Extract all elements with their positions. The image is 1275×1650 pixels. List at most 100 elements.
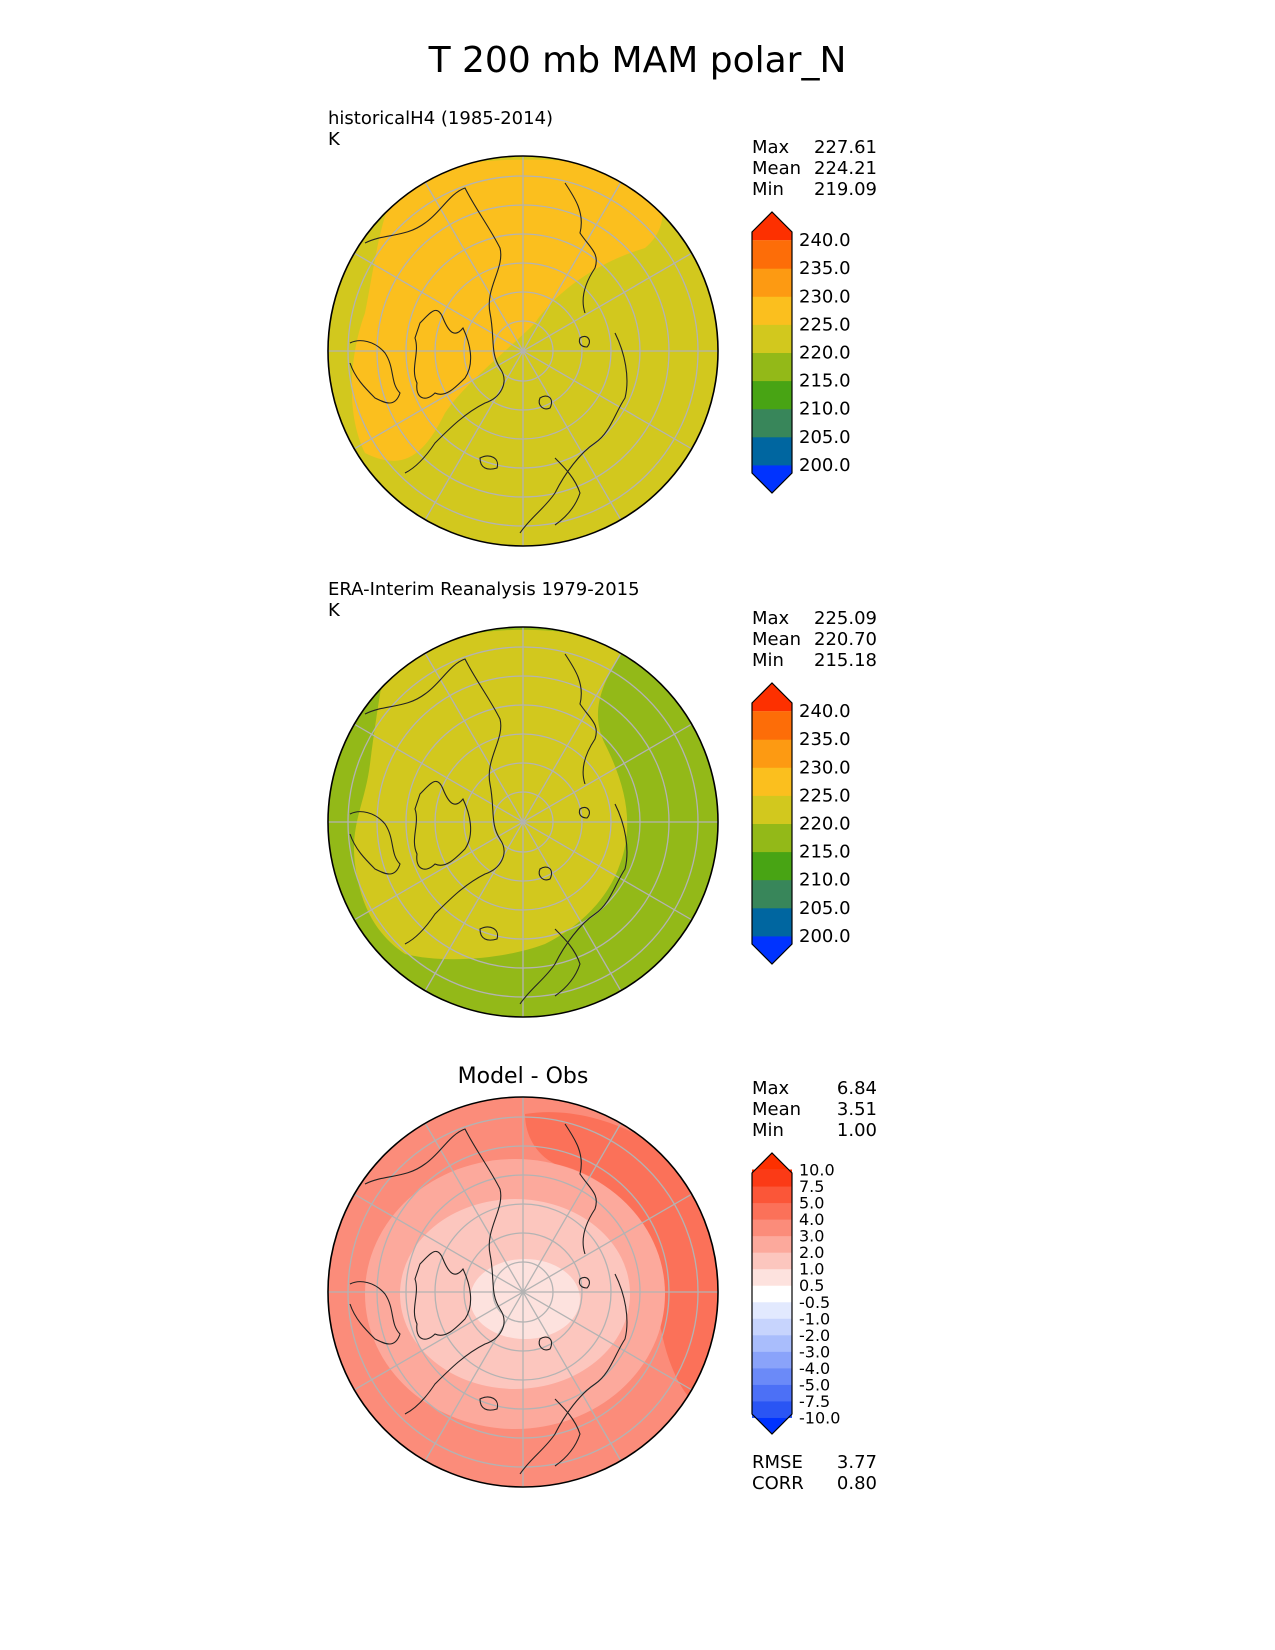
colorbar-extend-max: [752, 1153, 792, 1173]
colorbar-segment: [752, 296, 792, 325]
colorbar-tick-label: 3.0: [799, 1227, 824, 1246]
colorbar-segment: [752, 1186, 792, 1204]
colorbar-outline: [751, 1152, 793, 1435]
colorbar-tick-label: -4.0: [799, 1359, 830, 1378]
stat-min: Min 219.09: [752, 179, 877, 200]
colorbar-tick-label: -1.0: [799, 1309, 830, 1328]
panel1-stats: Max 227.61 Mean 224.21 Min 219.09: [752, 137, 877, 200]
colorbar-tick-label: 240.0: [799, 701, 851, 722]
colorbar-segment: [752, 1351, 792, 1369]
panel3-polar-map: [327, 1096, 719, 1488]
colorbar-extend-max: [752, 683, 792, 712]
stat-max: Max 225.09: [752, 608, 877, 629]
colorbar-segment: [752, 907, 792, 937]
map-field-warm: [353, 629, 628, 960]
panel3-title: Model - Obs: [457, 1064, 589, 1089]
colorbar-segment: [752, 1202, 792, 1220]
colorbar-segment: [752, 1285, 792, 1303]
colorbar-tick-label: 210.0: [799, 870, 851, 891]
colorbar-segment: [752, 1268, 792, 1286]
colorbar-tick-label: 215.0: [799, 842, 851, 863]
colorbar-tick-label: 7.5: [799, 1177, 824, 1196]
colorbar-segment: [752, 1219, 792, 1237]
graticule: [328, 627, 718, 1017]
colorbar-tick-label: -5.0: [799, 1375, 830, 1394]
stat-rmse: RMSE 3.77: [752, 1452, 877, 1473]
map-field-core: [470, 1259, 580, 1339]
colorbar-segment: [752, 879, 792, 909]
colorbar-tick-label: 205.0: [799, 898, 851, 919]
panel2-polar-map: [327, 626, 719, 1018]
colorbar-outline: [751, 682, 793, 965]
colorbar-segment: [752, 767, 792, 796]
colorbar-segment: [752, 1169, 792, 1187]
map-field-strong: [525, 1112, 718, 1404]
colorbar-segment: [752, 268, 792, 297]
panel2-units: K: [328, 600, 340, 621]
colorbar-tick-label: 5.0: [799, 1194, 824, 1213]
colorbar-tick-label: 10.0: [799, 1161, 835, 1180]
colorbar-segment: [752, 1334, 792, 1352]
colorbar-segment: [752, 1252, 792, 1270]
colorbar-extend-min: [752, 935, 792, 964]
stat-min: Min 1.00: [752, 1120, 877, 1141]
colorbar-tick-label: 2.0: [799, 1243, 824, 1262]
coastlines: [349, 653, 628, 1005]
colorbar-tick-label: 205.0: [799, 427, 851, 448]
colorbar-tick-label: 210.0: [799, 399, 851, 420]
colorbar-segment: [752, 1400, 792, 1418]
colorbar-segment: [752, 408, 792, 438]
map-border: [327, 155, 719, 547]
panel1-colorbar: 240.0 235.0 230.0 225.0 220.0 215.0 210.0 205.0…: [751, 211, 851, 494]
panel3-stats: Max 6.84 Mean 3.51 Min 1.00: [752, 1078, 877, 1141]
colorbar-segment: [752, 1301, 792, 1319]
colorbar-tick-label: 0.5: [799, 1276, 824, 1295]
colorbar-segment: [752, 324, 792, 353]
colorbar-segment: [752, 795, 792, 824]
colorbar-segment: [752, 380, 792, 410]
colorbar-tick-label: -7.5: [799, 1392, 830, 1411]
graticule: [328, 1097, 718, 1487]
map-border: [327, 626, 719, 1018]
colorbar-tick-label: 230.0: [799, 757, 851, 778]
stat-mean: Mean 224.21: [752, 158, 877, 179]
colorbar-segment: [752, 1235, 792, 1253]
colorbar-extend-min: [752, 1414, 792, 1434]
colorbar-segment: [752, 1318, 792, 1336]
panel3-error-stats: RMSE 3.77 CORR 0.80: [752, 1452, 877, 1494]
colorbar-tick-label: 220.0: [799, 343, 851, 364]
panel2-colorbar: 240.0 235.0 230.0 225.0 220.0 215.0 210.0 205.0…: [751, 682, 851, 965]
stat-max: Max 227.61: [752, 137, 877, 158]
colorbar-tick-label: -3.0: [799, 1342, 830, 1361]
panel3-colorbar: 10.07.55.04.03.02.01.00.5-0.5-1.0-2.0-3.…: [751, 1152, 840, 1435]
map-border: [327, 1096, 719, 1488]
stat-corr: CORR 0.80: [752, 1473, 877, 1494]
colorbar-segment: [752, 823, 792, 853]
colorbar-tick-label: 215.0: [799, 371, 851, 392]
colorbar-outline: [751, 211, 793, 494]
colorbar-tick-label: -10.0: [799, 1408, 840, 1427]
colorbar-segment: [752, 352, 792, 382]
coastlines: [349, 1123, 628, 1475]
colorbar-tick-label: 225.0: [799, 785, 851, 806]
colorbar-segment: [752, 711, 792, 740]
stat-mean: Mean 3.51: [752, 1099, 877, 1120]
panel1-units: K: [328, 129, 340, 150]
colorbar-extend-max: [752, 212, 792, 241]
colorbar-tick-label: 230.0: [799, 286, 851, 307]
coastlines: [349, 182, 628, 534]
panel2-label: ERA-Interim Reanalysis 1979-2015: [328, 579, 640, 600]
panel2-stats: Max 225.09 Mean 220.70 Min 215.18: [752, 608, 877, 671]
stat-min: Min 215.18: [752, 650, 877, 671]
colorbar-tick-label: 220.0: [799, 814, 851, 835]
colorbar-segment: [752, 436, 792, 466]
figure-title: T 200 mb MAM polar_N: [428, 40, 847, 81]
map-field-warm: [351, 159, 663, 461]
panel1-label: historicalH4 (1985-2014): [328, 108, 554, 129]
colorbar-tick-label: 200.0: [799, 455, 851, 476]
colorbar-segment: [752, 851, 792, 881]
panel1-polar-map: [327, 155, 719, 547]
stat-max: Max 6.84: [752, 1078, 877, 1099]
colorbar-segment: [752, 240, 792, 269]
colorbar-tick-label: -2.0: [799, 1326, 830, 1345]
